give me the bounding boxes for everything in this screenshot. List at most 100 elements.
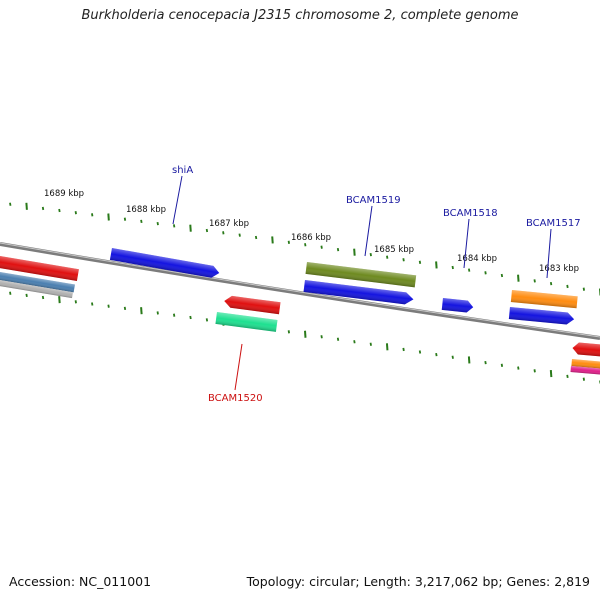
upper-ticks-tick bbox=[582, 287, 585, 291]
lower-ticks-tick bbox=[549, 370, 553, 378]
accession-label: Accession: NC_011001 bbox=[9, 574, 152, 589]
upper-ticks-tick bbox=[549, 282, 553, 286]
lower-ticks-tick bbox=[205, 318, 209, 322]
left-red-feature[interactable] bbox=[0, 256, 79, 282]
upper-ticks-tick bbox=[533, 279, 536, 283]
upper-ticks-tick bbox=[320, 245, 323, 249]
lower-ticks-tick bbox=[74, 300, 77, 304]
feature-track bbox=[0, 248, 600, 376]
lower-ticks-tick bbox=[123, 306, 127, 311]
upper-ticks-tick bbox=[353, 248, 356, 256]
BCAM1519-gene[interactable] bbox=[303, 280, 415, 305]
upper-ticks-tick bbox=[468, 268, 471, 272]
upper-ticks-tick bbox=[74, 211, 77, 215]
upper-ticks-tick bbox=[25, 202, 28, 210]
BCAM1517-gene[interactable] bbox=[508, 307, 575, 325]
lower-ticks-tick bbox=[435, 352, 438, 357]
upper-ticks-tick bbox=[369, 253, 372, 257]
upper-ticks-tick bbox=[58, 208, 61, 213]
left-steelblue-feature[interactable] bbox=[0, 272, 75, 293]
lower-tick-ring bbox=[9, 291, 600, 384]
shiA-leader-line bbox=[172, 175, 183, 225]
gene-label-shiA: shiA bbox=[172, 165, 193, 176]
scale-label-1686: 1686 kbp bbox=[291, 233, 331, 243]
lower-ticks-tick bbox=[189, 315, 192, 320]
upper-ticks-tick bbox=[41, 206, 45, 211]
lower-ticks-tick bbox=[517, 366, 520, 370]
left-gray-feature[interactable] bbox=[0, 280, 73, 299]
upper-ticks-tick bbox=[107, 213, 110, 221]
upper-ticks-tick bbox=[287, 240, 290, 244]
scale-label-1685: 1685 kbp bbox=[374, 245, 414, 255]
BCAM1519-leader-line bbox=[364, 205, 373, 257]
gene-label-BCAM1519: BCAM1519 bbox=[346, 195, 401, 206]
upper-ticks-tick bbox=[500, 273, 504, 278]
BCAM1517-orange-feature[interactable] bbox=[510, 290, 578, 309]
lower-ticks-tick bbox=[451, 355, 454, 359]
BCAM1518-gene[interactable] bbox=[441, 298, 474, 313]
lower-ticks-tick bbox=[582, 377, 585, 381]
upper-ticks-tick bbox=[123, 217, 127, 221]
right-pink-feature[interactable] bbox=[570, 366, 600, 376]
lower-ticks-tick bbox=[385, 343, 389, 351]
lower-ticks-tick bbox=[533, 369, 536, 373]
scale-label-1688: 1688 kbp bbox=[126, 205, 166, 215]
upper-ticks-tick bbox=[418, 260, 422, 264]
lower-ticks-tick bbox=[9, 291, 12, 295]
upper-ticks-tick bbox=[435, 261, 438, 269]
scale-label-1684: 1684 kbp bbox=[457, 254, 497, 264]
BCAM1520-green-feature[interactable] bbox=[215, 312, 278, 332]
upper-ticks-tick bbox=[271, 236, 274, 244]
right-red-feature[interactable] bbox=[572, 342, 600, 358]
upper-ticks-tick bbox=[9, 202, 12, 206]
lower-ticks-tick bbox=[418, 350, 422, 354]
gene-label-BCAM1520: BCAM1520 bbox=[208, 393, 263, 404]
lower-ticks-tick bbox=[91, 302, 94, 306]
lower-ticks-tick bbox=[41, 295, 45, 300]
upper-ticks-tick bbox=[222, 231, 225, 235]
upper-ticks-tick bbox=[156, 222, 159, 226]
lower-ticks-tick bbox=[320, 335, 323, 339]
lower-ticks-tick bbox=[402, 347, 405, 352]
lower-ticks-tick bbox=[484, 360, 487, 365]
lower-ticks-tick bbox=[156, 311, 159, 315]
lower-ticks-tick bbox=[107, 304, 110, 308]
BCAM1520-leader-line bbox=[234, 343, 243, 391]
upper-ticks-tick bbox=[91, 213, 94, 217]
lower-ticks-tick bbox=[58, 296, 61, 304]
lower-ticks-tick bbox=[304, 330, 307, 338]
right-orange-feature[interactable] bbox=[571, 359, 600, 370]
gene-label-BCAM1517: BCAM1517 bbox=[526, 218, 581, 229]
lower-ticks-tick bbox=[353, 340, 356, 344]
lower-ticks-tick bbox=[336, 337, 340, 341]
BCAM1518-leader-line bbox=[463, 218, 470, 269]
map-title: Burkholderia cenocepacia J2315 chromosom… bbox=[81, 8, 519, 23]
lower-ticks-tick bbox=[25, 293, 28, 298]
BCAM1520-red-gene[interactable] bbox=[223, 295, 281, 315]
upper-ticks-tick bbox=[566, 284, 569, 289]
scale-label-1683: 1683 kbp bbox=[539, 264, 579, 274]
scale-label-1687: 1687 kbp bbox=[209, 219, 249, 229]
lower-ticks-tick bbox=[500, 363, 504, 367]
genome-backbone bbox=[0, 242, 600, 340]
shiA-gene[interactable] bbox=[109, 248, 220, 279]
gene-label-BCAM1518: BCAM1518 bbox=[443, 208, 498, 219]
upper-ticks-tick bbox=[386, 255, 389, 259]
scale-label-1689: 1689 kbp bbox=[44, 189, 84, 199]
lower-ticks-tick bbox=[467, 356, 471, 364]
BCAM1519-olive-feature[interactable] bbox=[305, 262, 417, 288]
upper-tick-ring bbox=[9, 202, 600, 296]
genome-backbone-highlight bbox=[0, 242, 600, 338]
upper-ticks-tick bbox=[451, 265, 454, 270]
upper-ticks-tick bbox=[205, 228, 209, 233]
upper-ticks-tick bbox=[140, 219, 143, 224]
lower-ticks-tick bbox=[369, 342, 372, 346]
lower-ticks-tick bbox=[287, 330, 290, 334]
upper-ticks-tick bbox=[336, 248, 340, 252]
upper-ticks-tick bbox=[189, 224, 192, 232]
BCAM1517-leader-line bbox=[546, 228, 552, 279]
lower-ticks-tick bbox=[173, 313, 176, 317]
upper-ticks-tick bbox=[517, 274, 520, 282]
lower-ticks-tick bbox=[140, 307, 143, 315]
